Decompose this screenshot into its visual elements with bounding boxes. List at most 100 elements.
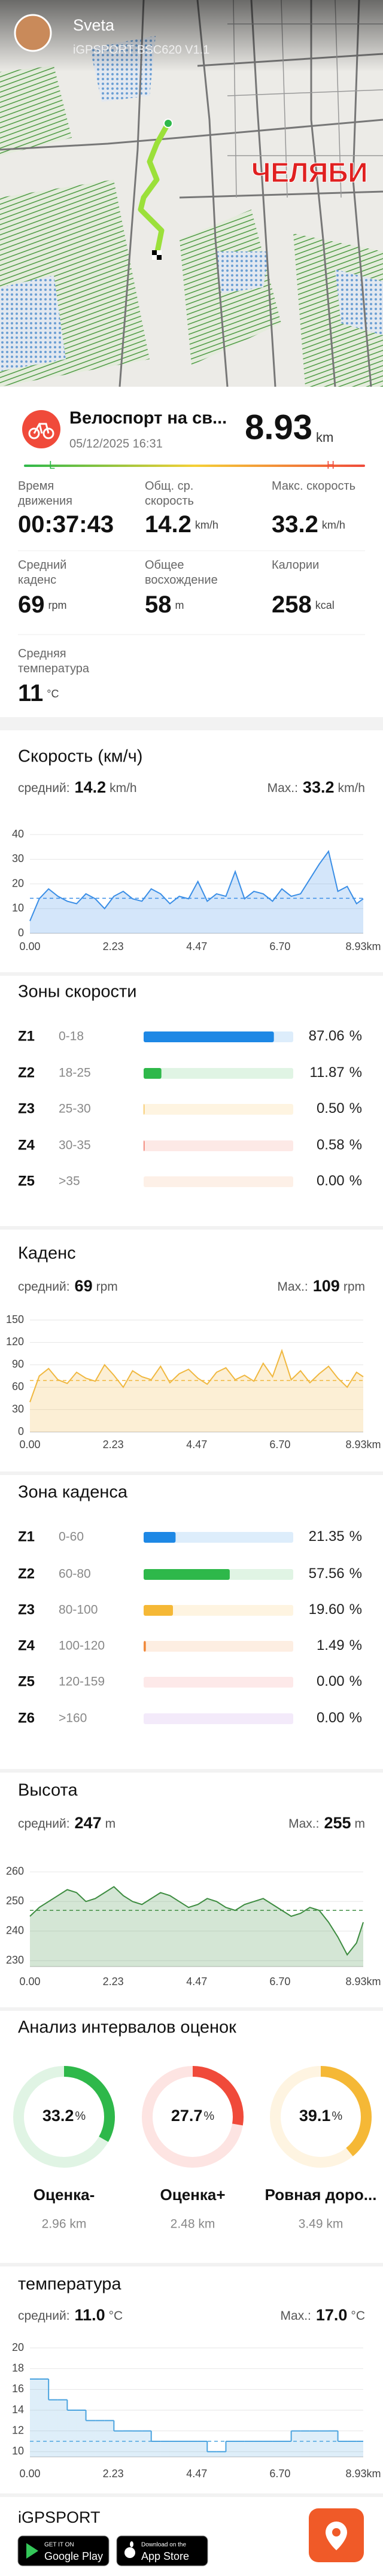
area-fill xyxy=(30,1351,363,1432)
text-part: % xyxy=(349,1028,362,1044)
zone-bar xyxy=(144,1641,146,1652)
step-fill xyxy=(57,2399,68,2457)
step-fill xyxy=(356,2441,363,2457)
text-part: Max.: xyxy=(277,1280,308,1294)
stat-label: Макс. скорость xyxy=(272,480,356,493)
text-part: % xyxy=(203,2110,214,2123)
step-fill xyxy=(142,2431,151,2457)
zone-percent: 19.60% xyxy=(309,1601,362,1618)
x-tick-label: 4.47 xyxy=(186,1976,207,1988)
zone-range: >35 xyxy=(59,1175,80,1188)
text-part: % xyxy=(349,1637,362,1653)
zone-range: 60-80 xyxy=(59,1567,91,1581)
area-fill xyxy=(30,851,363,933)
text-part: rpm xyxy=(48,599,67,611)
step-fill xyxy=(328,2431,338,2457)
donut-arc xyxy=(13,2066,115,2168)
badge-caption: GET IT ON xyxy=(44,2542,74,2548)
series-line xyxy=(29,849,364,921)
text-part: средний: xyxy=(18,1280,70,1294)
text-part: kcal xyxy=(315,599,335,611)
y-tick-label: 30 xyxy=(12,852,24,864)
text-part: 39.1 xyxy=(299,2107,331,2125)
step-fill xyxy=(48,2399,58,2457)
zone-name: Z2 xyxy=(18,1565,35,1582)
activity-distance: 8.93 xyxy=(245,408,312,447)
text-part: 21.35 xyxy=(309,1528,345,1545)
text-part: 19.60 xyxy=(309,1601,345,1618)
zone-percent: 0.50% xyxy=(317,1100,362,1116)
step-fill xyxy=(95,2420,105,2457)
text-part: % xyxy=(349,1528,362,1545)
x-tick-label: 2.23 xyxy=(103,2468,124,2480)
zone-bar xyxy=(144,1068,162,1079)
text-part: % xyxy=(349,1673,362,1689)
zone-name: Z1 xyxy=(18,1528,35,1545)
text-part: 255 xyxy=(324,1814,351,1832)
zone-percent: 0.58% xyxy=(317,1137,362,1153)
text-part: % xyxy=(349,1710,362,1726)
activity-unit: km xyxy=(316,430,333,445)
zone-name: Z2 xyxy=(18,1064,35,1081)
stat-value: 258 kcal xyxy=(272,591,335,618)
section-title: Скорость (км/ч) xyxy=(18,747,142,766)
y-tick-label: 150 xyxy=(6,1313,24,1325)
intensity-bar xyxy=(24,465,365,467)
stat-value: 11 °C xyxy=(18,680,59,706)
step-fill xyxy=(338,2441,348,2457)
location-button[interactable] xyxy=(309,2508,364,2562)
text-part: 14.2 xyxy=(145,511,192,538)
stat-label: Общее восхождение xyxy=(145,559,218,587)
zone-range: 100-120 xyxy=(59,1639,105,1653)
zone-name: Z5 xyxy=(18,1673,35,1689)
text-part: % xyxy=(349,1173,362,1189)
y-tick-label: 14 xyxy=(12,2404,24,2416)
app-store-badge[interactable]: Download on the App Store xyxy=(116,2535,208,2566)
step-fill xyxy=(86,2420,96,2457)
text-part: 69 xyxy=(75,1277,93,1295)
y-tick-label: 12 xyxy=(12,2424,24,2436)
text-part: Max.: xyxy=(281,2309,311,2323)
section-gaps xyxy=(0,717,383,2497)
step-fill xyxy=(282,2441,291,2457)
step-fill xyxy=(244,2441,254,2457)
zone-percent: 0.00% xyxy=(317,1173,362,1189)
zone-range: 0-60 xyxy=(59,1530,84,1544)
low-label: L xyxy=(49,459,55,471)
google-play-badge[interactable]: GET IT ON Google Play xyxy=(17,2535,110,2566)
step-fill xyxy=(347,2441,357,2457)
text-part: 33.2 xyxy=(303,778,335,796)
text-part: 27.7 xyxy=(171,2107,203,2125)
text-part: m xyxy=(355,1817,366,1831)
y-tick-label: 90 xyxy=(12,1358,24,1370)
x-tick-label: 0.00 xyxy=(19,1439,40,1451)
text-part: km/h xyxy=(195,519,218,531)
text-part: °C xyxy=(351,2309,365,2323)
x-tick-label: 2.23 xyxy=(103,940,124,952)
step-fill xyxy=(104,2420,114,2457)
zone-name: Z4 xyxy=(18,1137,35,1153)
map[interactable]: Sveta iGPSPORT BSC620 V1.1 ЧЕЛЯБИ xyxy=(0,0,383,387)
section-title: Высота xyxy=(18,1781,78,1800)
y-tick-label: 240 xyxy=(6,1924,24,1936)
y-tick-label: 20 xyxy=(12,877,24,889)
text-part: m xyxy=(105,1817,116,1831)
step-fill xyxy=(39,2379,49,2457)
zone-name: Z3 xyxy=(18,1100,35,1116)
interval-distance: 3.49 km xyxy=(299,2217,344,2231)
interval-distance: 2.96 km xyxy=(42,2217,87,2231)
avg-summary: средний: 11.0 °C xyxy=(18,2306,123,2324)
text-part: 1.49 xyxy=(317,1637,345,1653)
stat-value: 00:37:43 xyxy=(18,511,114,538)
donut-arc xyxy=(270,2066,372,2168)
step-fill xyxy=(76,2410,86,2457)
zone-percent: 0.00% xyxy=(317,1673,362,1689)
text-part: rpm xyxy=(96,1280,118,1294)
step-fill xyxy=(207,2451,217,2457)
x-tick-label: 0.00 xyxy=(19,2468,40,2480)
text-part: % xyxy=(75,2110,86,2123)
stat-label: Калории xyxy=(272,559,320,572)
step-fill xyxy=(254,2441,263,2457)
